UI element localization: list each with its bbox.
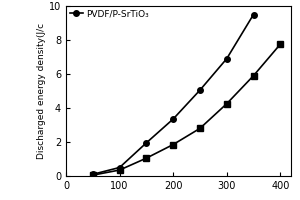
- PVDF: [118, 169, 122, 171]
- PVDF/P-SrTiO₃: [145, 142, 148, 144]
- PVDF: [91, 174, 94, 176]
- PVDF/P-SrTiO₃: [252, 13, 255, 16]
- PVDF: [225, 103, 229, 105]
- PVDF: [145, 157, 148, 159]
- PVDF/P-SrTiO₃: [118, 166, 122, 169]
- PVDF: [252, 74, 255, 77]
- Line: PVDF: PVDF: [90, 41, 283, 178]
- PVDF: [278, 43, 282, 45]
- PVDF/P-SrTiO₃: [225, 58, 229, 60]
- PVDF/P-SrTiO₃: [91, 173, 94, 176]
- PVDF: [198, 127, 202, 130]
- Legend: PVDF/P-SrTiO₃: PVDF/P-SrTiO₃: [68, 8, 150, 20]
- PVDF: [171, 143, 175, 146]
- Line: PVDF/P-SrTiO₃: PVDF/P-SrTiO₃: [90, 12, 256, 177]
- PVDF/P-SrTiO₃: [198, 89, 202, 91]
- PVDF/P-SrTiO₃: [171, 118, 175, 120]
- Y-axis label: Discharged energy density(J/c: Discharged energy density(J/c: [37, 23, 46, 159]
